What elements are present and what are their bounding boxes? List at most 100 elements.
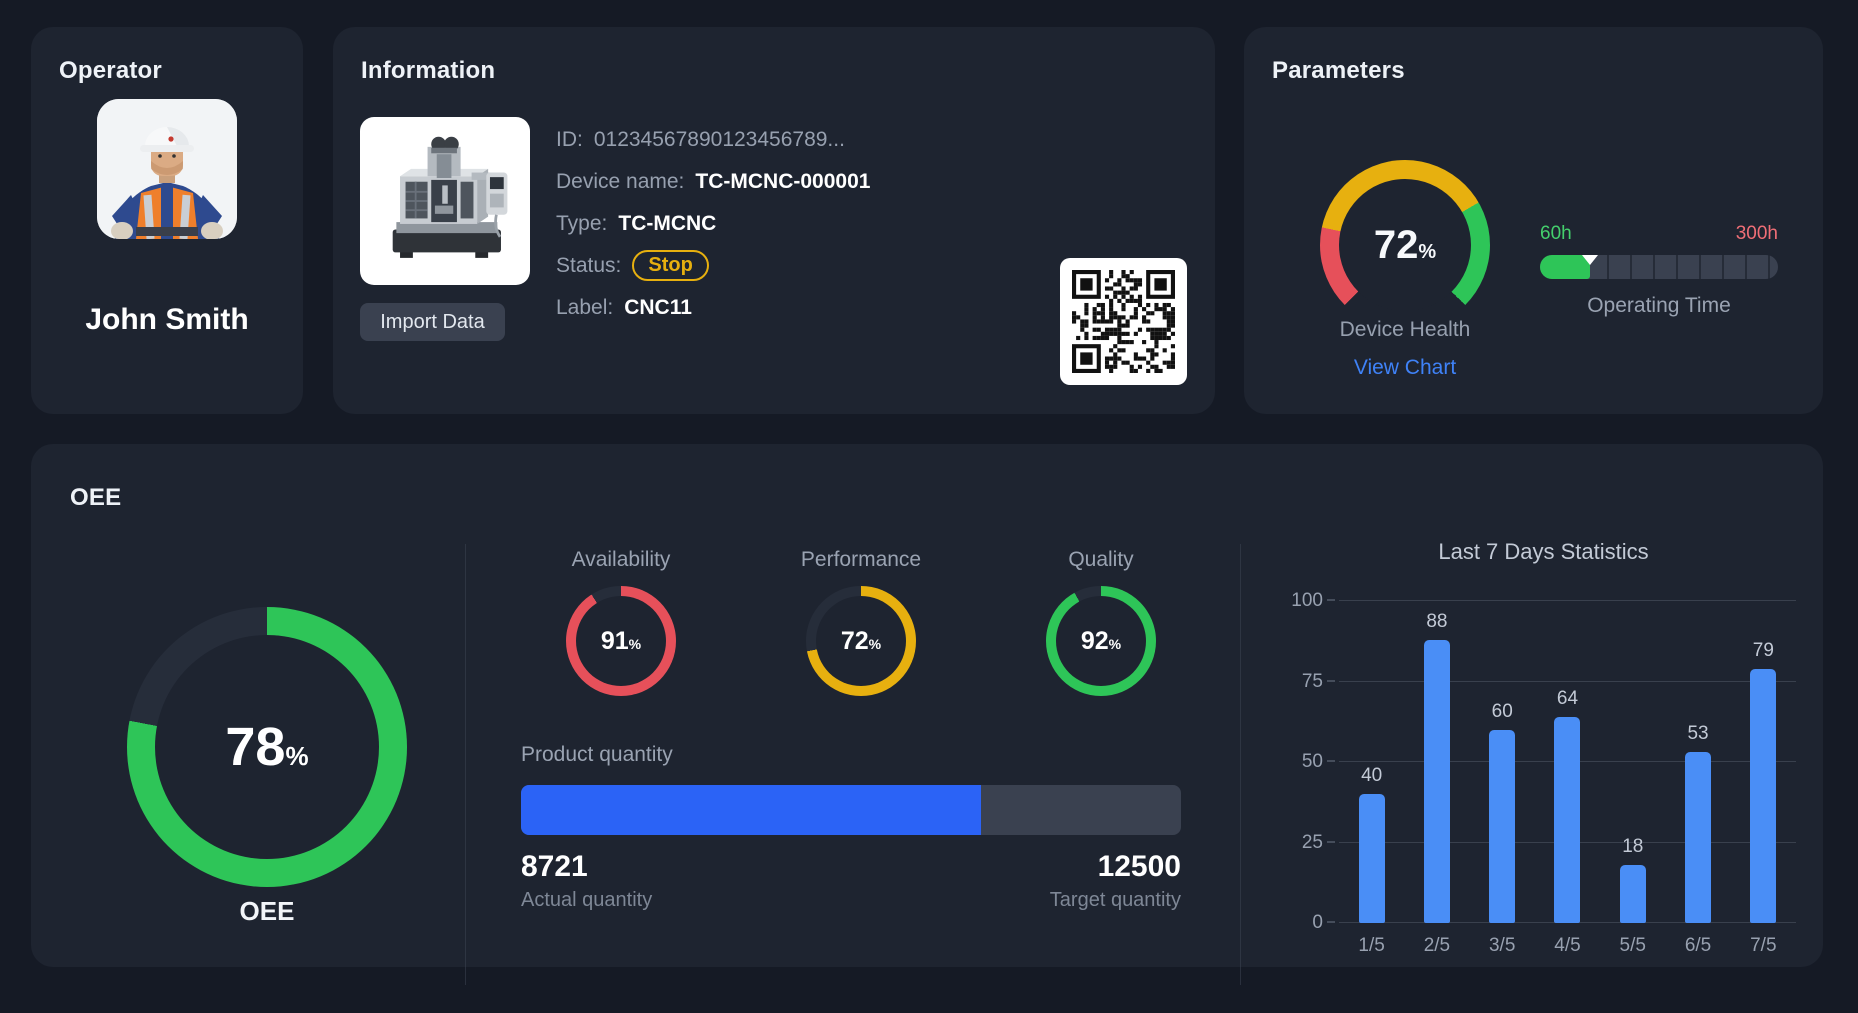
device-health-label: Device Health [1339, 318, 1471, 341]
availability-ring: 91 % [566, 586, 676, 696]
oee-gauge-value: 78 % [155, 635, 379, 859]
import-data-button[interactable]: Import Data [360, 303, 505, 341]
device-name-label: Device name: [556, 169, 685, 193]
availability-value: 91 % [576, 596, 666, 686]
y-axis-tick-label: 25 [1301, 831, 1323, 853]
oee-number: 78 [225, 717, 286, 777]
status-badge: Stop [632, 250, 709, 281]
operating-time-marker-icon [1581, 255, 1598, 265]
x-axis-tick-label: 5/5 [1619, 935, 1646, 956]
qr-code [1060, 258, 1187, 385]
y-axis-tick [1327, 679, 1335, 682]
bar [1685, 752, 1712, 923]
bar-column: 60 [1472, 601, 1532, 923]
performance-unit: % [868, 636, 882, 652]
y-axis-tick-label: 75 [1301, 670, 1323, 692]
quality-label: Quality [1068, 548, 1134, 571]
availability-unit: % [628, 636, 642, 652]
chart-gridline [1339, 600, 1796, 601]
device-name-row: Device name: TC-MCNC-000001 [556, 168, 870, 195]
availability-label: Availability [571, 548, 671, 571]
performance-number: 72 [840, 627, 869, 655]
bar [1750, 668, 1777, 923]
cnc-machine-photo [360, 117, 530, 285]
chart-x-labels: 1/5 2/5 3/5 4/5 5/5 6/5 7/5 [1339, 935, 1796, 957]
y-axis-tick [1327, 921, 1335, 923]
information-card: Information [333, 27, 1215, 414]
device-info-fields: ID: 01234567890123456789... Device name:… [556, 126, 870, 321]
view-chart-link[interactable]: View Chart [1353, 356, 1457, 379]
performance-value: 72 % [816, 596, 906, 686]
target-quantity-value: 12500 [1097, 850, 1181, 883]
bar-value-label: 40 [1361, 765, 1383, 787]
chart-gridline [1339, 680, 1796, 682]
oee-card: OEE 78 % OEE Availability 91 % Performan… [31, 444, 1823, 985]
y-axis-tick [1327, 599, 1335, 601]
chart-bars: 40 88 60 64 18 53 79 [1339, 601, 1796, 923]
x-axis-tick-label: 6/5 [1684, 935, 1712, 956]
bar-value-label: 88 [1426, 610, 1448, 632]
operator-card: Operator [31, 27, 303, 414]
y-axis-tick [1327, 760, 1335, 762]
operating-time-range: 60h 300h [1540, 223, 1778, 245]
qr-code-pattern [1072, 270, 1175, 373]
cnc-machine-illustration [367, 123, 523, 279]
bar-column: 53 [1668, 601, 1728, 923]
chart-title: Last 7 Days Statistics [1438, 539, 1649, 564]
last-7-days-chart: Last 7 Days Statistics 40 88 60 64 18 53 79 0 2… [1281, 539, 1806, 957]
device-label-row: Label: CNC11 [556, 294, 870, 321]
device-health-unit: % [1418, 241, 1437, 263]
device-type-label: Type: [556, 211, 608, 235]
product-quantity-bar [521, 785, 1181, 835]
availability-number: 91 [600, 627, 629, 655]
product-quantity-fill [521, 785, 982, 835]
y-axis-tick-label: 0 [1312, 912, 1323, 933]
quality-number: 92 [1080, 627, 1109, 655]
y-axis-tick [1327, 840, 1335, 843]
availability-metric: Availability 91 % [536, 548, 706, 696]
product-quantity-numbers: 8721 12500 [521, 850, 1181, 884]
bar-column: 40 [1342, 601, 1402, 923]
target-quantity-label: Target quantity [1049, 889, 1181, 911]
bar [1619, 865, 1646, 923]
device-type-value: TC-MCNC [618, 211, 717, 235]
product-quantity-widget: Product quantity 8721 12500 Actual quant… [521, 743, 1181, 912]
device-health-gauge: 72 % [1320, 160, 1490, 330]
oee-card-title: OEE [70, 484, 122, 511]
actual-quantity-label: Actual quantity [521, 889, 653, 911]
device-name-value: TC-MCNC-000001 [695, 169, 871, 193]
bar [1358, 794, 1385, 923]
device-status-row: Status: Stop [556, 250, 870, 281]
device-label-label: Label: [556, 295, 614, 319]
performance-metric: Performance 72 % [776, 548, 946, 696]
actual-quantity-value: 8721 [521, 850, 588, 883]
device-status-label: Status: [556, 253, 622, 277]
x-axis-tick-label: 7/5 [1750, 935, 1777, 956]
bar [1423, 639, 1450, 923]
bar-column: 64 [1537, 601, 1597, 923]
operator-photo [97, 99, 237, 239]
bar-column: 88 [1407, 601, 1467, 923]
oee-unit: % [285, 741, 309, 771]
section-divider [1240, 544, 1241, 985]
operating-time-max: 300h [1735, 223, 1778, 244]
operator-photo-illustration [97, 99, 237, 239]
quality-ring: 92 % [1046, 586, 1156, 696]
y-axis-tick-label: 100 [1291, 590, 1323, 611]
parameters-card-title: Parameters [1272, 57, 1405, 84]
operating-time-min: 60h [1540, 223, 1572, 244]
x-axis-tick-label: 3/5 [1488, 935, 1516, 956]
product-quantity-label: Product quantity [521, 743, 673, 766]
x-axis-tick-label: 2/5 [1423, 935, 1451, 956]
device-id-value: 01234567890123456789... [593, 127, 845, 151]
bar-value-label: 64 [1556, 687, 1579, 709]
quality-unit: % [1108, 636, 1122, 652]
operating-time-label: Operating Time [1587, 294, 1731, 317]
device-id-label: ID: [556, 127, 583, 151]
oee-gauge: 78 % [127, 607, 407, 887]
bar [1489, 729, 1516, 923]
device-type-row: Type: TC-MCNC [556, 210, 870, 237]
information-card-title: Information [361, 57, 496, 84]
operating-time-bar [1540, 255, 1778, 279]
bar-value-label: 53 [1687, 723, 1709, 745]
